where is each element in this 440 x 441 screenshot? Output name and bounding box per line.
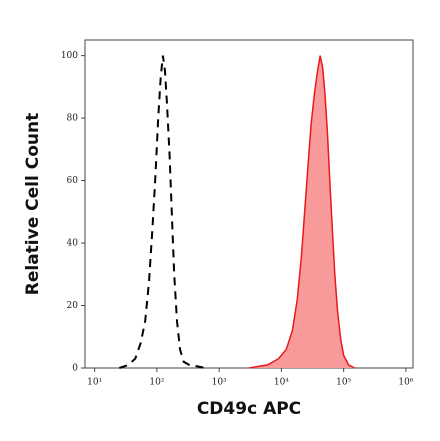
plot-frame	[84, 39, 414, 369]
x-axis-title: CD49c APC	[197, 399, 301, 419]
area	[248, 55, 355, 368]
y-axis-title: Relative Cell Count	[23, 113, 43, 295]
x-tick-label: 10⁶	[398, 378, 413, 388]
x-tick-label: 10²	[149, 378, 164, 388]
x-tick-label: 10¹	[87, 378, 102, 388]
x-tick-label: 10³	[212, 378, 227, 388]
y-tick-label: 40	[67, 239, 79, 249]
y-tick-label: 20	[67, 301, 79, 311]
y-tick-label: 100	[61, 51, 78, 61]
x-tick-label: 10⁵	[336, 378, 351, 388]
line	[248, 55, 355, 369]
line	[119, 55, 206, 369]
y-tick-label: 60	[67, 176, 79, 186]
x-tick-label: 10⁴	[274, 378, 289, 388]
y-tick-label: 80	[67, 114, 79, 124]
y-tick-label: 0	[72, 364, 78, 374]
